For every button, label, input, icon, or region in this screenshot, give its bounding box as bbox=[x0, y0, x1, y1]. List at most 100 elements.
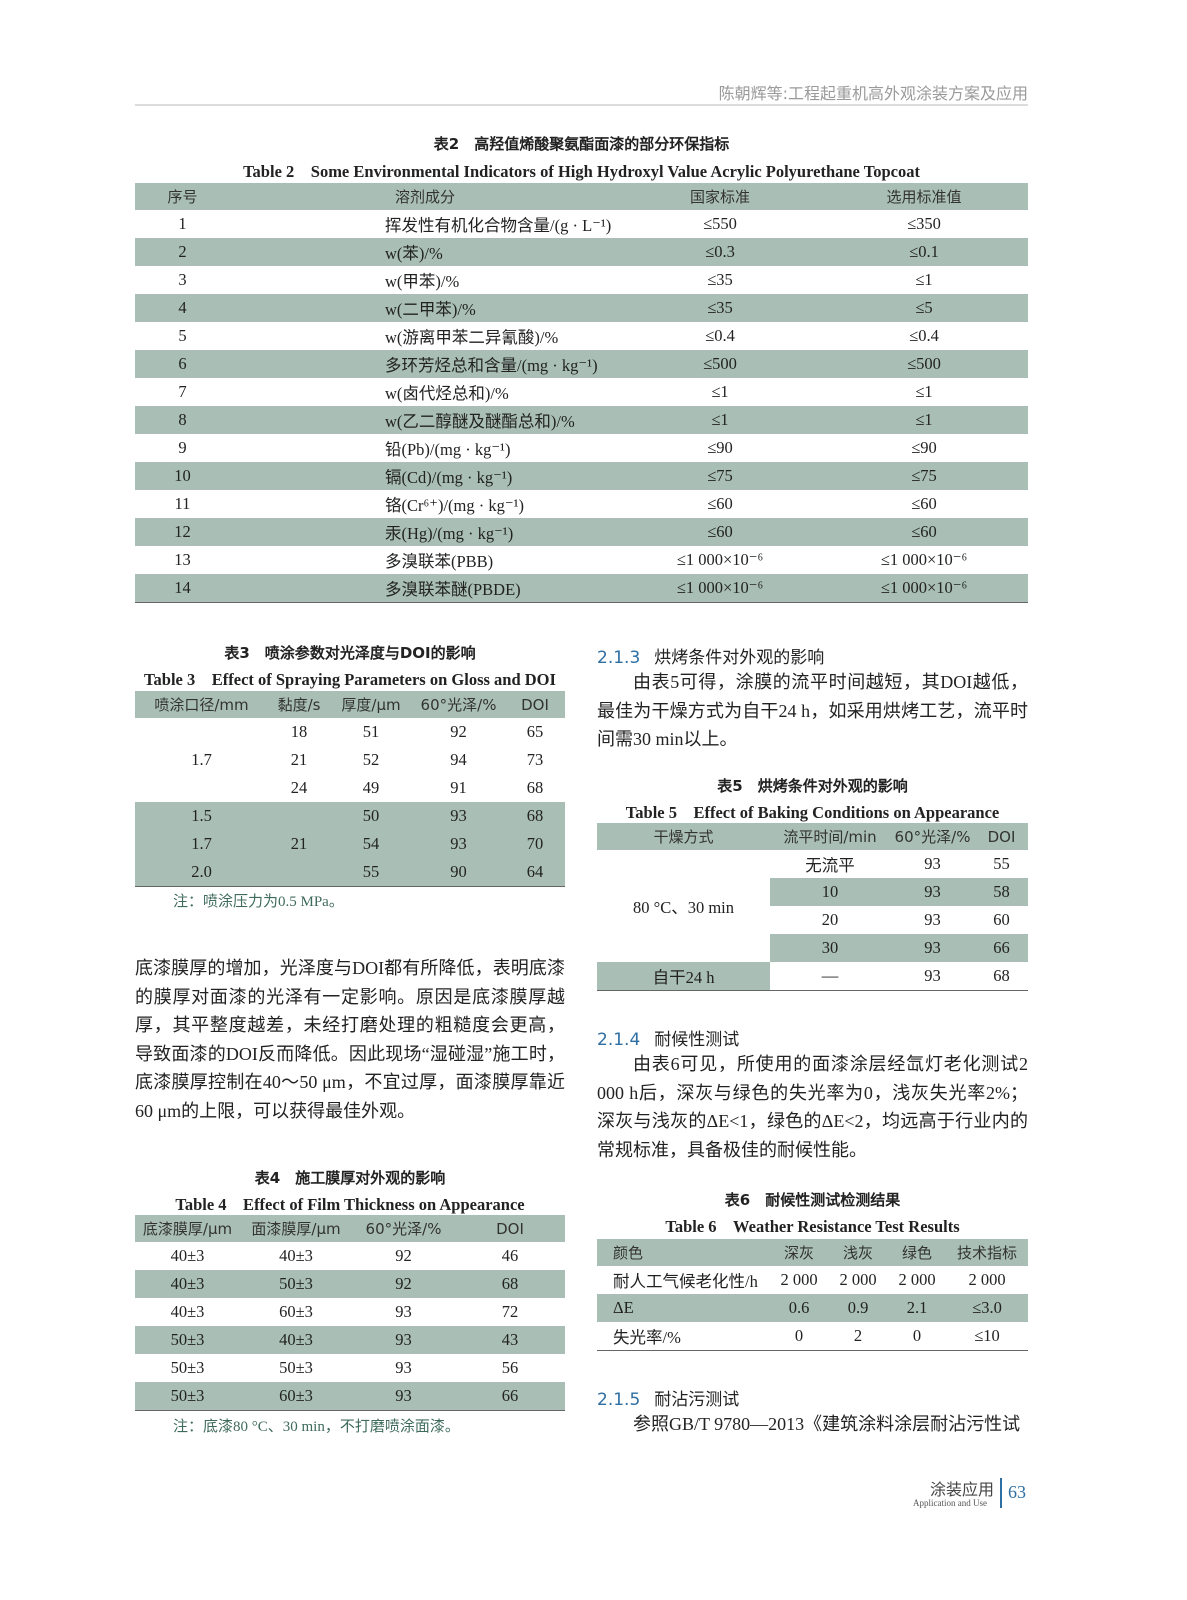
table-cell: ≤60 bbox=[911, 494, 937, 513]
table-cell: ≤1 000×10⁻⁶ bbox=[676, 550, 764, 569]
table-cell: 自干24 h bbox=[597, 962, 770, 991]
table-cell: 1.7 bbox=[135, 830, 268, 858]
table-cell: 2 bbox=[853, 1326, 863, 1345]
paragraph-text: 由表6可见，所使用的面漆涂层经氙灯老化测试2 000 h后，深灰与绿色的失光率为… bbox=[597, 1054, 1028, 1160]
table-cell: ≤0.4 bbox=[909, 326, 939, 345]
table-cell: 0 bbox=[794, 1326, 804, 1345]
table-cell: 13 bbox=[174, 550, 191, 569]
table-cell: 镉(Cd)/(mg · kg⁻¹) bbox=[230, 462, 620, 490]
table3-caption-cn: 表3 喷涂参数对光泽度与DOI的影响 bbox=[224, 644, 476, 662]
table-row: 21 52 94 73 bbox=[135, 746, 565, 774]
table-cell: 铬(Cr⁶⁺)/(mg · kg⁻¹) bbox=[385, 496, 525, 515]
table-cell: 50±3 bbox=[170, 1358, 205, 1377]
paragraph-text: 底漆膜厚的增加，光泽度与DOI都有所降低，表明底漆的膜厚对面漆的光泽有一定影响。… bbox=[135, 958, 565, 1121]
table-cell: 65 bbox=[526, 722, 544, 741]
column-header: 颜色 bbox=[597, 1239, 770, 1266]
table-cell: w(苯)/% bbox=[230, 238, 620, 266]
paragraph-text: 参照GB/T 9780—2013《建筑涂料涂层耐沾污性试 bbox=[633, 1414, 1021, 1434]
table-cell: 66 bbox=[975, 934, 1028, 962]
section-number: 2.1.4 bbox=[597, 1030, 641, 1050]
table-cell: 24 bbox=[290, 778, 308, 797]
table-row: 失光率/% 0 2 0 ≤10 bbox=[597, 1322, 1028, 1351]
table-cell: 93 bbox=[924, 854, 941, 873]
table-row: 50±3 50±3 93 56 bbox=[135, 1354, 565, 1382]
table-cell: ≤10 bbox=[974, 1326, 1000, 1345]
table-cell: 52 bbox=[362, 750, 380, 769]
table-cell: 93 bbox=[412, 802, 505, 830]
table-cell: 2 000 bbox=[898, 1270, 936, 1289]
table-row: 10 镉(Cd)/(mg · kg⁻¹) ≤75 ≤75 bbox=[135, 462, 1028, 490]
table-cell: 46 bbox=[501, 1246, 519, 1265]
table-cell: 70 bbox=[505, 830, 565, 858]
table-cell: 93 bbox=[395, 1358, 412, 1377]
table4-caption-cn: 表4 施工膜厚对外观的影响 bbox=[254, 1169, 446, 1187]
paragraph-text: 由表5可得，涂膜的流平时间越短，其DOI越低，最佳为干燥方式为自干24 h，如采… bbox=[597, 672, 1028, 750]
table-row: 13 多溴联苯(PBB) ≤1 000×10⁻⁶ ≤1 000×10⁻⁶ bbox=[135, 546, 1028, 574]
table2-caption-cn: 表2 高羟值烯酸聚氨酯面漆的部分环保指标 bbox=[433, 135, 730, 153]
table-row: 80 °C、30 min 无流平 93 55 bbox=[597, 850, 1028, 917]
table-cell: 10 bbox=[135, 462, 230, 490]
table-cell: 68 bbox=[505, 802, 565, 830]
header-row: 序号 溶剂成分 国家标准 选用标准值 bbox=[135, 183, 1028, 210]
table-cell: 93 bbox=[924, 966, 941, 985]
column-header: DOI bbox=[455, 1215, 565, 1242]
table-cell: ≤75 bbox=[620, 462, 820, 490]
section-2-1-4-text: 由表6可见，所使用的面漆涂层经氙灯老化测试2 000 h后，深灰与绿色的失光率为… bbox=[597, 1050, 1028, 1164]
table-cell: 21 bbox=[290, 750, 308, 769]
table-cell: ≤35 bbox=[620, 294, 820, 322]
table-6: 颜色 深灰 浅灰 绿色 技术指标 耐人工气候老化性/h 2 000 2 000 2 000 2 0… bbox=[597, 1239, 1028, 1351]
table-cell: 60 bbox=[993, 910, 1010, 929]
table-row: 9 铅(Pb)/(mg · kg⁻¹) ≤90 ≤90 bbox=[135, 434, 1028, 462]
table-cell: 55 bbox=[330, 858, 412, 887]
table-cell: ≤1 bbox=[820, 406, 1028, 434]
table-cell: 80 °C、30 min bbox=[632, 898, 735, 917]
table-row: 14 多溴联苯醚(PBDE) ≤1 000×10⁻⁶ ≤1 000×10⁻⁶ bbox=[135, 574, 1028, 603]
table-cell: 挥发性有机化合物含量/(g · L⁻¹) bbox=[385, 216, 612, 235]
table-cell: 92 bbox=[450, 722, 467, 741]
footer-divider bbox=[1000, 1478, 1002, 1508]
column-header: 溶剂成分 bbox=[230, 183, 620, 210]
table-row: 5 w(游离甲苯二异氰酸)/% ≤0.4 ≤0.4 bbox=[135, 322, 1028, 350]
column-header: 面漆膜厚/μm bbox=[240, 1215, 352, 1242]
table-cell: ≤1 bbox=[711, 382, 729, 401]
section-number: 2.1.5 bbox=[597, 1390, 641, 1410]
table-cell: 64 bbox=[505, 858, 565, 887]
table-row: 11 铬(Cr⁶⁺)/(mg · kg⁻¹) ≤60 ≤60 bbox=[135, 490, 1028, 518]
table5-caption-en: Table 5 Effect of Baking Conditions on A… bbox=[625, 803, 1000, 822]
table-cell: 60±3 bbox=[240, 1382, 352, 1411]
table-cell: 多环芳烃总和含量/(mg · kg⁻¹) bbox=[230, 350, 620, 378]
column-header: 深灰 bbox=[770, 1239, 828, 1266]
table-cell: 5 bbox=[178, 326, 187, 345]
table-cell: ≤1 bbox=[620, 406, 820, 434]
table-cell: ≤0.3 bbox=[620, 238, 820, 266]
table-cell: ≤3.0 bbox=[946, 1294, 1028, 1322]
table-cell: 14 bbox=[135, 574, 230, 603]
table-cell: 93 bbox=[352, 1382, 455, 1411]
column-header: 技术指标 bbox=[946, 1239, 1028, 1266]
table-cell: ΔE bbox=[597, 1294, 770, 1322]
table-cell: 失光率/% bbox=[613, 1328, 681, 1347]
table-cell: ≤500 bbox=[620, 350, 820, 378]
table-4: 底漆膜厚/μm 面漆膜厚/μm 60°光泽/% DOI 40±3 40±3 92 46 40±3… bbox=[135, 1215, 565, 1411]
column-header: 厚度/μm bbox=[330, 691, 412, 718]
table-cell: 1.7 bbox=[191, 750, 212, 769]
table-cell: 铅(Pb)/(mg · kg⁻¹) bbox=[385, 440, 511, 459]
table-cell: 68 bbox=[993, 966, 1010, 985]
column-header: DOI bbox=[505, 691, 565, 718]
table-cell: 50±3 bbox=[240, 1270, 352, 1298]
column-header: 黏度/s bbox=[268, 691, 330, 718]
table-cell: 93 bbox=[890, 878, 975, 906]
table-cell: 4 bbox=[135, 294, 230, 322]
column-header: 序号 bbox=[135, 183, 230, 210]
table-cell: 50±3 bbox=[135, 1382, 240, 1411]
table-cell: 93 bbox=[412, 830, 505, 858]
table-cell: 2.0 bbox=[135, 858, 268, 887]
table-cell: 90 bbox=[412, 858, 505, 887]
table-cell: w(甲苯)/% bbox=[385, 272, 460, 291]
table-row: 1.7 18 51 92 65 bbox=[135, 718, 565, 769]
table-cell: ≤1 000×10⁻⁶ bbox=[880, 550, 968, 569]
table-row: 50±3 40±3 93 43 bbox=[135, 1326, 565, 1354]
table-row: 20 93 60 bbox=[597, 906, 1028, 934]
table-cell: w(游离甲苯二异氰酸)/% bbox=[385, 328, 559, 347]
table-cell: 多溴联苯(PBB) bbox=[385, 552, 494, 571]
